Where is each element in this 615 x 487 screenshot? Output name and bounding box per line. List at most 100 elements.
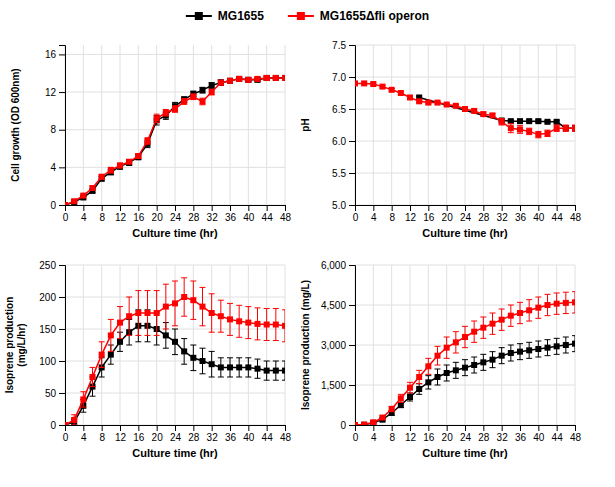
y-axis-title: pH [300, 118, 311, 131]
tick: 0 [50, 200, 65, 211]
tick-mark [349, 385, 355, 386]
marker [545, 130, 551, 136]
error-bar [462, 360, 468, 376]
tick-label: 4 [371, 212, 377, 223]
marker [545, 345, 551, 351]
tick: 12 [405, 425, 417, 443]
tick: 12 [115, 425, 127, 443]
tick: 36 [515, 425, 527, 443]
tick-label: 8 [389, 432, 395, 443]
marker [108, 352, 114, 358]
marker [499, 119, 505, 125]
error-bar [218, 300, 224, 332]
tick-mark [102, 205, 103, 211]
marker [190, 297, 196, 303]
axis-line [349, 266, 356, 426]
tick-label: 1,500 [321, 380, 346, 391]
x-axis: 04812162024283236404448 [63, 205, 292, 223]
tick: 4 [371, 205, 377, 223]
marker [462, 365, 468, 371]
marker [264, 75, 270, 81]
grid [65, 265, 285, 425]
marker [407, 394, 413, 400]
error-bar [126, 297, 132, 335]
error-bar [108, 319, 114, 351]
x-axis: 04812162024283236404448 [63, 425, 292, 443]
tick-mark [349, 141, 355, 142]
marker [370, 420, 376, 425]
tick: 24 [460, 425, 472, 443]
marker [554, 125, 560, 131]
marker [572, 125, 575, 131]
marker [99, 352, 105, 358]
marker [535, 305, 541, 311]
tick-label: 0 [63, 212, 69, 223]
marker [425, 363, 431, 369]
grid-line [538, 45, 539, 205]
error-bar [435, 369, 441, 385]
error-bar [190, 345, 196, 371]
tick-label: 5.0 [332, 200, 346, 211]
marker [227, 78, 233, 84]
error-bar [200, 98, 206, 105]
tick-label: 8 [99, 432, 105, 443]
error-bar [90, 367, 96, 386]
marker [71, 417, 77, 423]
error-bar [145, 291, 151, 336]
error-bar [526, 342, 532, 358]
tick-label: 24 [170, 212, 182, 223]
grid-line [248, 265, 249, 425]
x-axis-title: Culture time (hr) [132, 227, 218, 239]
marker [563, 300, 569, 306]
grid-line [65, 167, 285, 168]
marker [255, 366, 261, 372]
error-bar [499, 119, 505, 125]
tick-mark [59, 361, 65, 362]
tick: 44 [262, 205, 274, 223]
error-bar [545, 294, 551, 315]
tick-label: 36 [225, 432, 237, 443]
grid-line [65, 54, 285, 55]
legend-item: MG1655 [186, 9, 264, 23]
marker [380, 415, 386, 421]
tick-mark [212, 205, 213, 211]
marker [126, 159, 132, 165]
tick: 40 [533, 425, 545, 443]
grid-line [355, 45, 575, 46]
error-bar [407, 382, 413, 393]
marker [117, 163, 123, 169]
error-bar [117, 307, 123, 339]
tick: 32 [497, 425, 509, 443]
tick-label: 0 [353, 212, 359, 223]
tick: 200 [39, 292, 65, 303]
grid-line [428, 45, 429, 205]
marker [117, 320, 123, 326]
grid-line [65, 265, 285, 266]
tick: 8 [389, 205, 395, 223]
tick: 40 [243, 205, 255, 223]
tick-mark [392, 425, 393, 431]
tick-label: 48 [570, 212, 582, 223]
marker [126, 313, 132, 319]
error-bar [526, 128, 532, 134]
tick: 16 [133, 425, 145, 443]
error-bar [554, 125, 560, 131]
grid-line [65, 393, 285, 394]
marker [236, 76, 242, 82]
tick: 28 [188, 205, 200, 223]
marker [370, 81, 376, 87]
tick: 48 [570, 425, 582, 443]
tick: 24 [170, 205, 182, 223]
tick-mark [59, 205, 65, 206]
error-bar [181, 339, 187, 365]
tick-label: 12 [405, 212, 417, 223]
error-bar [453, 362, 459, 378]
tick-label: 44 [552, 432, 564, 443]
tick: 44 [552, 205, 564, 223]
error-bar [508, 305, 514, 326]
error-bar [163, 109, 169, 116]
grid-line [446, 45, 447, 205]
legend-label: MG1655 [218, 9, 264, 23]
marker [563, 125, 569, 131]
error-bar [99, 174, 105, 179]
